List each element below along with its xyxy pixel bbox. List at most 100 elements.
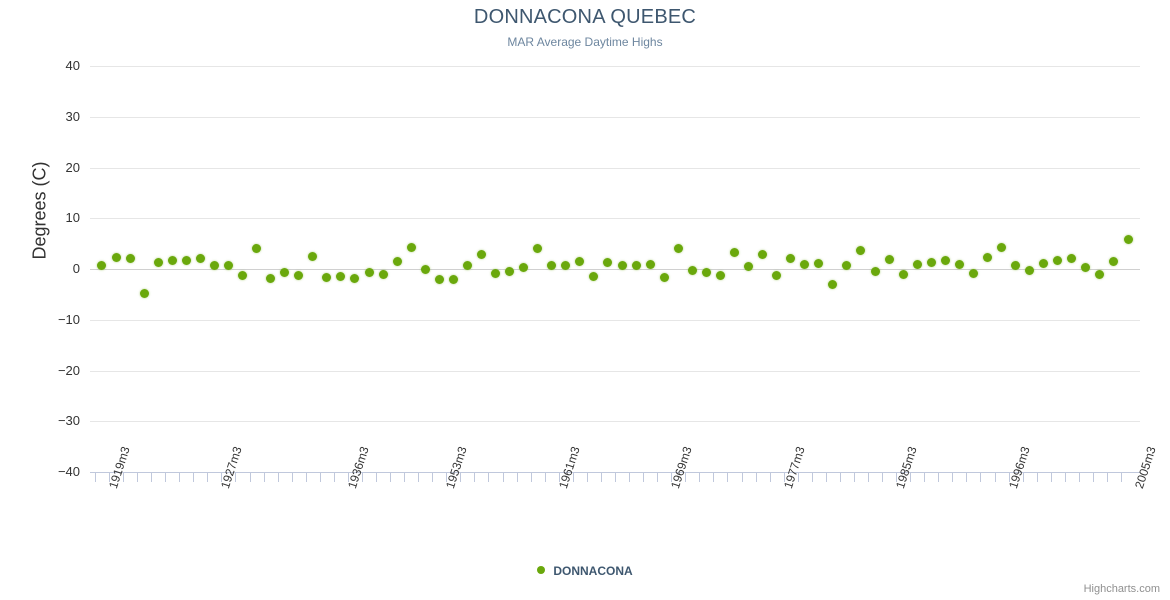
x-axis-tick xyxy=(362,473,363,482)
y-axis-tick-label: 0 xyxy=(72,261,80,276)
data-point[interactable] xyxy=(561,261,571,271)
x-axis-tick xyxy=(446,473,447,482)
data-point[interactable] xyxy=(406,243,416,253)
data-point[interactable] xyxy=(462,261,472,271)
y-axis-tick-label: 20 xyxy=(65,159,80,175)
data-point[interactable] xyxy=(603,257,613,267)
data-point[interactable] xyxy=(322,272,332,282)
data-point[interactable] xyxy=(884,255,894,265)
x-axis-tick xyxy=(629,473,630,482)
data-point[interactable] xyxy=(448,275,458,285)
x-axis-tick xyxy=(615,473,616,482)
data-point[interactable] xyxy=(519,262,529,272)
data-point[interactable] xyxy=(617,261,627,271)
data-point[interactable] xyxy=(280,267,290,277)
data-point[interactable] xyxy=(111,252,121,262)
credits-label[interactable]: Highcharts.com xyxy=(1083,583,1160,595)
data-point[interactable] xyxy=(800,260,810,270)
data-point[interactable] xyxy=(645,260,655,270)
data-point[interactable] xyxy=(772,271,782,281)
data-point[interactable] xyxy=(701,267,711,277)
x-axis-tick xyxy=(713,473,714,482)
data-point[interactable] xyxy=(350,274,360,284)
data-point[interactable] xyxy=(364,267,374,277)
x-axis-tick xyxy=(531,473,532,482)
data-point[interactable] xyxy=(476,249,486,259)
data-point[interactable] xyxy=(547,260,557,270)
data-point[interactable] xyxy=(1039,259,1049,269)
data-point[interactable] xyxy=(167,255,177,265)
x-axis-tick xyxy=(742,473,743,482)
data-point[interactable] xyxy=(1109,257,1119,267)
data-point[interactable] xyxy=(434,274,444,284)
data-point[interactable] xyxy=(589,271,599,281)
data-point[interactable] xyxy=(266,273,276,283)
data-point[interactable] xyxy=(744,262,754,272)
x-axis-tick xyxy=(503,473,504,482)
data-point[interactable] xyxy=(997,243,1007,253)
data-point[interactable] xyxy=(336,271,346,281)
data-point[interactable] xyxy=(870,267,880,277)
data-point[interactable] xyxy=(294,271,304,281)
data-point[interactable] xyxy=(1081,262,1091,272)
x-axis-line xyxy=(90,472,1140,473)
data-point[interactable] xyxy=(378,269,388,279)
data-point[interactable] xyxy=(97,261,107,271)
data-point[interactable] xyxy=(926,257,936,267)
data-point[interactable] xyxy=(1095,269,1105,279)
data-point[interactable] xyxy=(673,243,683,253)
data-point[interactable] xyxy=(1123,235,1133,245)
data-point[interactable] xyxy=(912,259,922,269)
x-axis-tick xyxy=(812,473,813,482)
x-axis-tick xyxy=(109,473,110,482)
x-axis-tick xyxy=(643,473,644,482)
data-point[interactable] xyxy=(659,273,669,283)
x-axis-tick-label: 1996m3 xyxy=(1005,444,1033,491)
data-point[interactable] xyxy=(195,254,205,264)
x-axis-tick xyxy=(151,473,152,482)
data-point[interactable] xyxy=(1025,265,1035,275)
data-point[interactable] xyxy=(491,268,501,278)
data-point[interactable] xyxy=(786,253,796,263)
data-point[interactable] xyxy=(125,253,135,263)
x-axis-tick xyxy=(460,473,461,482)
data-point[interactable] xyxy=(898,270,908,280)
x-axis-tick xyxy=(207,473,208,482)
data-point[interactable] xyxy=(1011,261,1021,271)
y-axis-tick-label: −20 xyxy=(57,362,80,378)
data-point[interactable] xyxy=(308,251,318,261)
data-point[interactable] xyxy=(153,257,163,267)
data-point[interactable] xyxy=(420,264,430,274)
data-point[interactable] xyxy=(954,260,964,270)
data-point[interactable] xyxy=(758,249,768,259)
data-point[interactable] xyxy=(181,256,191,266)
data-point[interactable] xyxy=(940,256,950,266)
data-point[interactable] xyxy=(392,257,402,267)
data-point[interactable] xyxy=(982,252,992,262)
data-point[interactable] xyxy=(1067,253,1077,263)
data-point[interactable] xyxy=(223,260,233,270)
data-point[interactable] xyxy=(1053,256,1063,266)
x-axis-tick xyxy=(952,473,953,482)
data-point[interactable] xyxy=(968,269,978,279)
x-axis-tick xyxy=(221,473,222,482)
data-point[interactable] xyxy=(715,270,725,280)
data-point[interactable] xyxy=(631,260,641,270)
data-point[interactable] xyxy=(533,244,543,254)
data-point[interactable] xyxy=(828,279,838,289)
data-point[interactable] xyxy=(842,261,852,271)
data-point[interactable] xyxy=(575,257,585,267)
data-point[interactable] xyxy=(252,243,262,253)
data-point[interactable] xyxy=(814,259,824,269)
data-point[interactable] xyxy=(238,271,247,281)
legend-item-donnacona[interactable]: DONNACONA xyxy=(537,563,633,578)
data-point[interactable] xyxy=(505,266,515,276)
data-point[interactable] xyxy=(856,246,866,256)
data-point[interactable] xyxy=(209,261,219,271)
data-point[interactable] xyxy=(139,288,149,298)
x-axis-tick xyxy=(685,473,686,482)
x-axis-tick xyxy=(657,473,658,482)
x-axis-tick xyxy=(517,473,518,482)
data-point[interactable] xyxy=(687,266,697,276)
data-point[interactable] xyxy=(729,247,739,257)
